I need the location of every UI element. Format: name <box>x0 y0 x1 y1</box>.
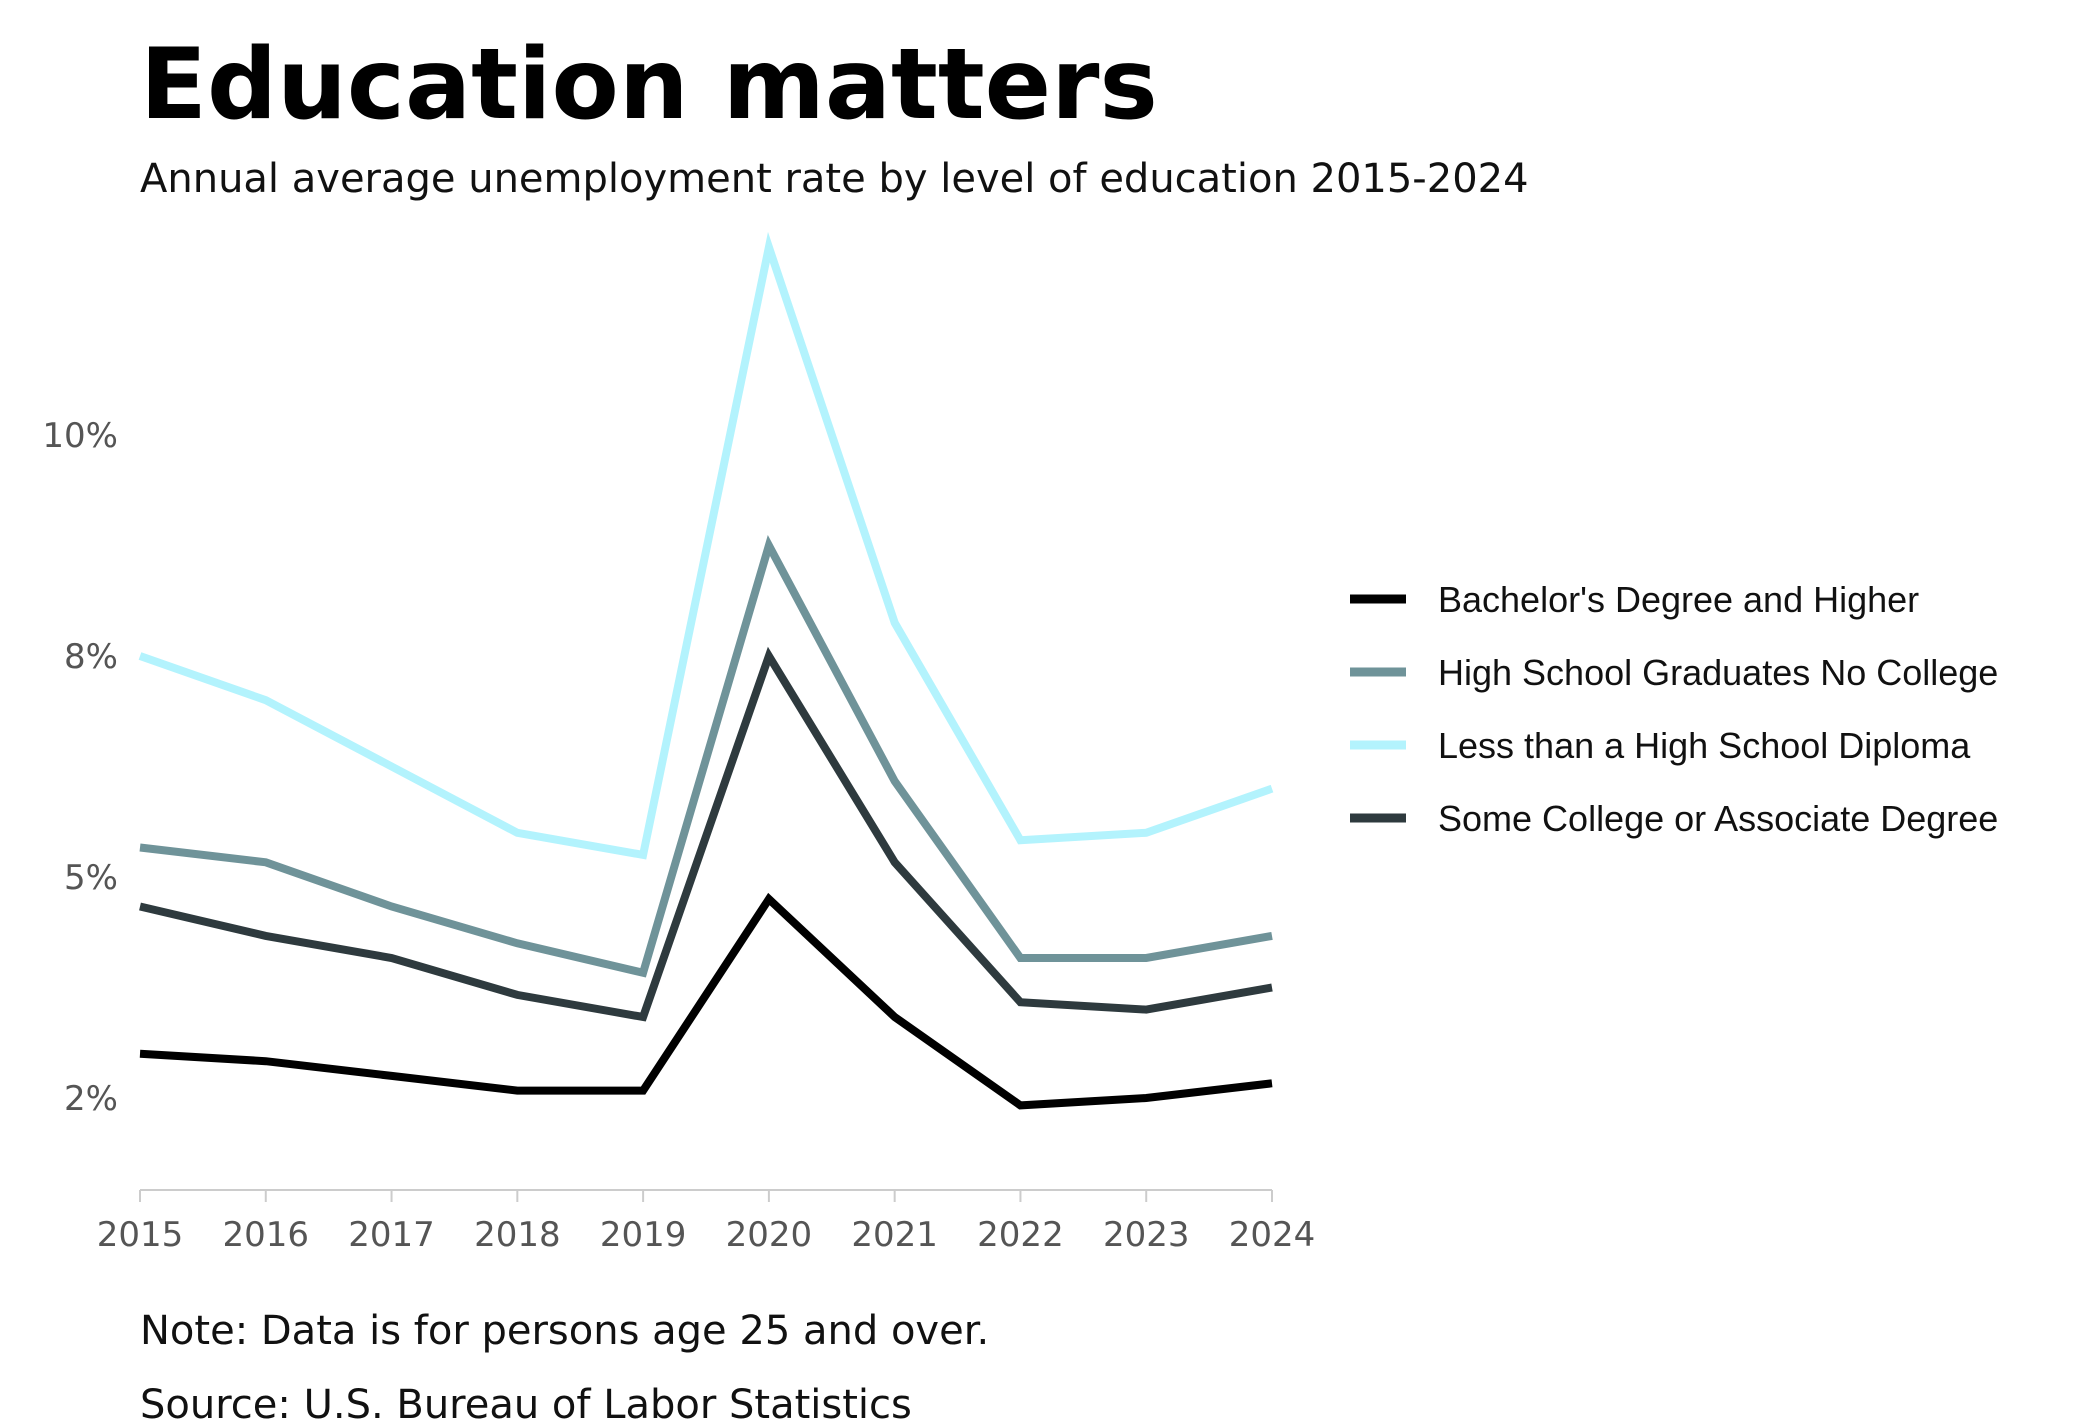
y-tick-label: 5% <box>64 858 118 898</box>
y-tick-label: 8% <box>64 637 118 677</box>
y-tick-label: 10% <box>42 416 118 456</box>
plot-area <box>138 231 1274 1110</box>
series-line-bachelor-s-degree-and-higher <box>139 892 1273 1110</box>
x-tick-label: 2019 <box>600 1215 687 1255</box>
chart-subtitle: Annual average unemployment rate by leve… <box>140 156 1529 202</box>
legend-label: Some College or Associate Degree <box>1438 798 1998 839</box>
x-tick-label: 2021 <box>851 1215 938 1255</box>
series-line-some-college-or-associate-degree <box>139 646 1273 1022</box>
legend-label: Bachelor's Degree and Higher <box>1438 579 1919 620</box>
legend-item-less-than-a-high-school-diploma: Less than a High School Diploma <box>1350 725 1971 766</box>
legend-label: High School Graduates No College <box>1438 652 1998 693</box>
legend: Bachelor's Degree and Higher High School … <box>1350 579 1998 839</box>
x-axis: 2015 2016 2017 2018 2019 2020 2021 2022 2023 2024 <box>97 1189 1316 1255</box>
y-axis: 2% 5% 8% 10% <box>42 416 118 1119</box>
x-tick-label: 2020 <box>726 1215 813 1255</box>
series-line-high-school-graduates-no-college <box>139 534 1273 978</box>
x-tick-label: 2016 <box>223 1215 310 1255</box>
legend-item-bachelor-s-degree-and-higher: Bachelor's Degree and Higher <box>1350 579 1919 620</box>
chart-title: Education matters <box>140 28 1158 142</box>
x-tick-label: 2017 <box>348 1215 435 1255</box>
legend-item-some-college-or-associate-degree: Some College or Associate Degree <box>1350 798 1998 839</box>
x-tick-label: 2022 <box>977 1215 1064 1255</box>
x-tick-label: 2023 <box>1103 1215 1190 1255</box>
x-tick-label: 2015 <box>97 1215 184 1255</box>
legend-label: Less than a High School Diploma <box>1438 725 1971 766</box>
legend-item-high-school-graduates-no-college: High School Graduates No College <box>1350 652 1998 693</box>
chart-note: Note: Data is for persons age 25 and ove… <box>140 1308 989 1354</box>
series-line-less-than-a-high-school-diploma <box>138 231 1274 860</box>
x-tick-label: 2018 <box>474 1215 561 1255</box>
chart-source: Source: U.S. Bureau of Labor Statistics <box>140 1382 912 1425</box>
y-tick-label: 2% <box>64 1079 118 1119</box>
x-tick-label: 2024 <box>1229 1215 1316 1255</box>
